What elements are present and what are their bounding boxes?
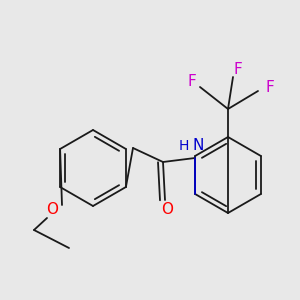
Text: F: F [188, 74, 196, 89]
Text: F: F [266, 80, 274, 95]
Text: F: F [234, 61, 242, 76]
Text: O: O [46, 202, 58, 217]
Text: N: N [192, 139, 204, 154]
Text: H: H [179, 139, 189, 153]
Text: O: O [161, 202, 173, 217]
